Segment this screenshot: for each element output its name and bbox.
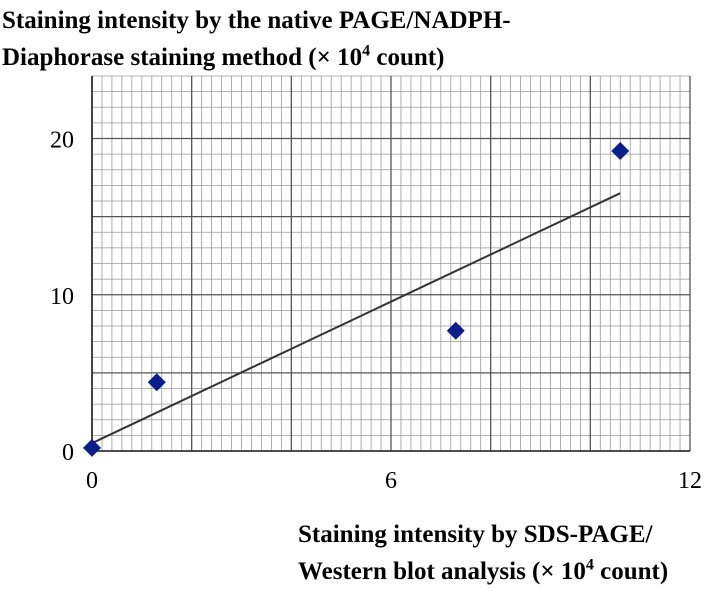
y-axis-title: Staining intensity by the native PAGE/NA…: [2, 2, 702, 76]
data-point-diamond: [611, 142, 630, 160]
x-axis-title-line1: Staining intensity by SDS-PAGE/: [298, 521, 653, 548]
y-axis-title-line2-text: Diaphorase staining method (× 10: [2, 44, 363, 71]
x-axis-title-line2-unit: count): [593, 558, 669, 585]
data-point-diamond: [147, 373, 166, 392]
y-axis-title-line2: Diaphorase staining method (× 104 count): [2, 39, 702, 76]
x-tick-label: 0: [86, 468, 98, 494]
y-tick-label: 20: [50, 128, 74, 154]
y-axis-title-line2-unit: count): [370, 44, 445, 71]
axes: [91, 76, 690, 452]
data-point-diamond: [446, 321, 465, 340]
y-tick-label: 10: [50, 284, 74, 310]
scatter-plot: 0 6 12 0 10 20: [50, 75, 702, 495]
x-tick-label: 12: [678, 468, 702, 494]
x-axis-title-exponent: 4: [585, 556, 594, 574]
x-axis-title-line2: Western blot analysis (× 104 count): [298, 553, 720, 590]
y-tick-label: 0: [62, 440, 74, 466]
data-point-diamond: [83, 438, 101, 457]
tick-labels: 0 6 12 0 10 20: [50, 128, 702, 495]
x-axis-title: Staining intensity by SDS-PAGE/ Western …: [298, 516, 720, 590]
y-axis-title-line1: Staining intensity by the native PAGE/NA…: [2, 7, 511, 34]
x-tick-label: 6: [385, 468, 397, 494]
x-axis-title-line2-text: Western blot analysis (× 10: [298, 558, 586, 585]
trendline: [91, 192, 621, 445]
y-axis-title-exponent: 4: [362, 42, 371, 60]
trendline-layer: [91, 192, 621, 445]
data-points: [83, 142, 630, 457]
